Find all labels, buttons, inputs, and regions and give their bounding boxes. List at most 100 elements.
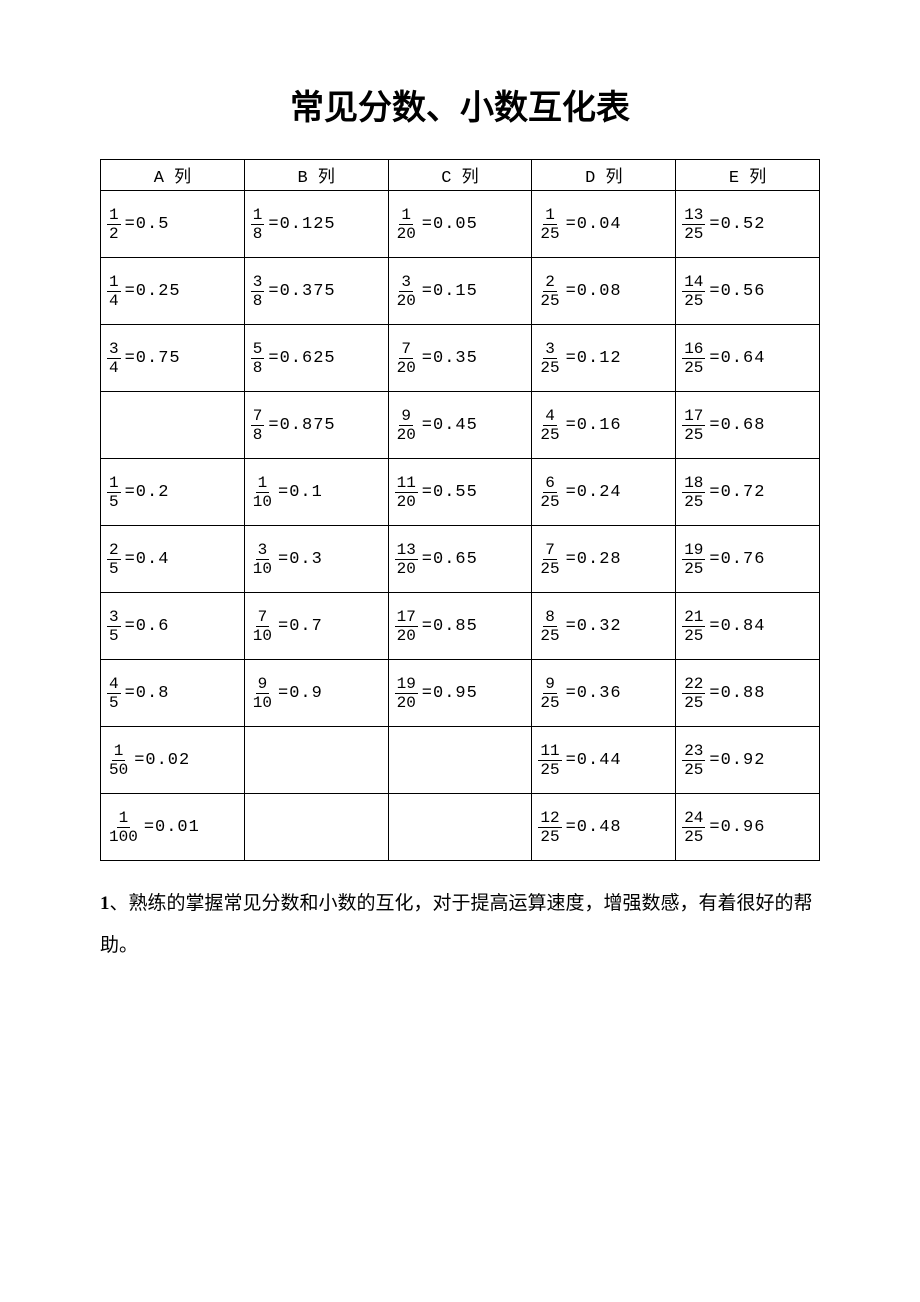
equals-decimal: =0.8 xyxy=(125,684,170,703)
table-cell: 225 =0.08 xyxy=(532,258,676,325)
table-head: A 列B 列C 列D 列E 列 xyxy=(101,160,820,191)
fraction-decimal-cell: 310 =0.3 xyxy=(249,542,384,577)
fraction-denominator: 25 xyxy=(682,292,705,309)
fraction: 1125 xyxy=(538,743,561,778)
equals-decimal: =0.15 xyxy=(422,282,478,301)
equals-decimal: =0.25 xyxy=(125,282,181,301)
fraction-decimal-cell: 1125 =0.44 xyxy=(536,743,671,778)
fraction-decimal-cell: 38 =0.375 xyxy=(249,274,384,309)
fraction-decimal-cell: 14 =0.25 xyxy=(105,274,240,309)
fraction-numerator: 3 xyxy=(107,341,121,359)
fraction-numerator: 7 xyxy=(399,341,413,359)
fraction-decimal-cell: 1720 =0.85 xyxy=(393,609,528,644)
fraction-decimal-cell: 1825 =0.72 xyxy=(680,475,815,510)
table-row: 15 =0.2110 =0.11120 =0.55625 =0.241825 =… xyxy=(101,459,820,526)
fraction-decimal-cell: 2125 =0.84 xyxy=(680,609,815,644)
fraction-decimal-cell: 725 =0.28 xyxy=(536,542,671,577)
table-cell: 725 =0.28 xyxy=(532,526,676,593)
fraction-denominator: 8 xyxy=(251,426,265,443)
fraction: 125 xyxy=(538,207,561,242)
fraction-decimal-cell: 34 =0.75 xyxy=(105,341,240,376)
fraction-decimal-cell: 58 =0.625 xyxy=(249,341,384,376)
fraction-decimal-cell: 1625 =0.64 xyxy=(680,341,815,376)
equals-decimal: =0.12 xyxy=(566,349,622,368)
fraction-denominator: 25 xyxy=(538,292,561,309)
fraction-decimal-cell: 12 =0.5 xyxy=(105,207,240,242)
fraction-denominator: 4 xyxy=(107,292,121,309)
fraction-decimal-cell: 1425 =0.56 xyxy=(680,274,815,309)
fraction-denominator: 25 xyxy=(538,694,561,711)
column-header: E 列 xyxy=(676,160,820,191)
fraction-denominator: 10 xyxy=(251,560,274,577)
fraction-decimal-cell: 25 =0.4 xyxy=(105,542,240,577)
fraction-denominator: 5 xyxy=(107,627,121,644)
table-cell: 34 =0.75 xyxy=(101,325,245,392)
equals-decimal: =0.45 xyxy=(422,416,478,435)
fraction: 925 xyxy=(538,676,561,711)
fraction: 1925 xyxy=(682,542,705,577)
fraction-numerator: 1 xyxy=(107,274,121,292)
table-cell: 12 =0.5 xyxy=(101,191,245,258)
fraction-denominator: 10 xyxy=(251,493,274,510)
fraction-denominator: 25 xyxy=(538,560,561,577)
equals-decimal: =0.9 xyxy=(278,684,323,703)
fraction-numerator: 22 xyxy=(682,676,705,694)
fraction-denominator: 25 xyxy=(682,627,705,644)
fraction-denominator: 5 xyxy=(107,560,121,577)
fraction-decimal-cell: 150 =0.02 xyxy=(105,743,240,778)
table-cell: 1825 =0.72 xyxy=(676,459,820,526)
fraction-numerator: 12 xyxy=(538,810,561,828)
equals-decimal: =0.96 xyxy=(709,818,765,837)
equals-decimal: =0.68 xyxy=(709,416,765,435)
fraction-decimal-cell: 120 =0.05 xyxy=(393,207,528,242)
equals-decimal: =0.2 xyxy=(125,483,170,502)
fraction: 2225 xyxy=(682,676,705,711)
table-cell: 2425 =0.96 xyxy=(676,794,820,861)
fraction: 425 xyxy=(538,408,561,443)
footnote: 1、熟练的掌握常见分数和小数的互化，对于提高运算速度，增强数感，有着很好的帮助。 xyxy=(100,883,820,967)
equals-decimal: =0.125 xyxy=(268,215,335,234)
fraction-denominator: 25 xyxy=(682,359,705,376)
equals-decimal: =0.75 xyxy=(125,349,181,368)
fraction: 310 xyxy=(251,542,274,577)
table-cell: 320 =0.15 xyxy=(388,258,532,325)
table-cell: 120 =0.05 xyxy=(388,191,532,258)
fraction-decimal-cell: 720 =0.35 xyxy=(393,341,528,376)
page-title: 常见分数、小数互化表 xyxy=(100,80,820,129)
table-cell: 1725 =0.68 xyxy=(676,392,820,459)
fraction-denominator: 8 xyxy=(251,225,265,242)
fraction: 1100 xyxy=(107,810,140,845)
fraction-decimal-cell: 1100 =0.01 xyxy=(105,810,240,845)
fraction: 1920 xyxy=(395,676,418,711)
fraction: 1320 xyxy=(395,542,418,577)
fraction-numerator: 3 xyxy=(543,341,557,359)
equals-decimal: =0.48 xyxy=(566,818,622,837)
table-cell: 825 =0.32 xyxy=(532,593,676,660)
table-cell: 45 =0.8 xyxy=(101,660,245,727)
fraction-denominator: 20 xyxy=(395,225,418,242)
fraction-decimal-cell: 320 =0.15 xyxy=(393,274,528,309)
fraction-denominator: 25 xyxy=(538,225,561,242)
table-row: 78 =0.875920 =0.45425 =0.161725 =0.68 xyxy=(101,392,820,459)
fraction-denominator: 20 xyxy=(395,493,418,510)
table-row: 45 =0.8910 =0.91920 =0.95925 =0.362225 =… xyxy=(101,660,820,727)
table-cell: 38 =0.375 xyxy=(244,258,388,325)
column-header: A 列 xyxy=(101,160,245,191)
equals-decimal: =0.6 xyxy=(125,617,170,636)
equals-decimal: =0.95 xyxy=(422,684,478,703)
fraction-numerator: 7 xyxy=(543,542,557,560)
fraction-numerator: 19 xyxy=(682,542,705,560)
table-cell: 1625 =0.64 xyxy=(676,325,820,392)
fraction-denominator: 25 xyxy=(682,828,705,845)
fraction: 1225 xyxy=(538,810,561,845)
table-cell: 2225 =0.88 xyxy=(676,660,820,727)
table-cell: 58 =0.625 xyxy=(244,325,388,392)
equals-decimal: =0.55 xyxy=(422,483,478,502)
fraction-numerator: 6 xyxy=(543,475,557,493)
fraction: 1720 xyxy=(395,609,418,644)
fraction: 725 xyxy=(538,542,561,577)
fraction-numerator: 1 xyxy=(112,743,126,761)
fraction: 110 xyxy=(251,475,274,510)
fraction-numerator: 13 xyxy=(682,207,705,225)
fraction: 1120 xyxy=(395,475,418,510)
